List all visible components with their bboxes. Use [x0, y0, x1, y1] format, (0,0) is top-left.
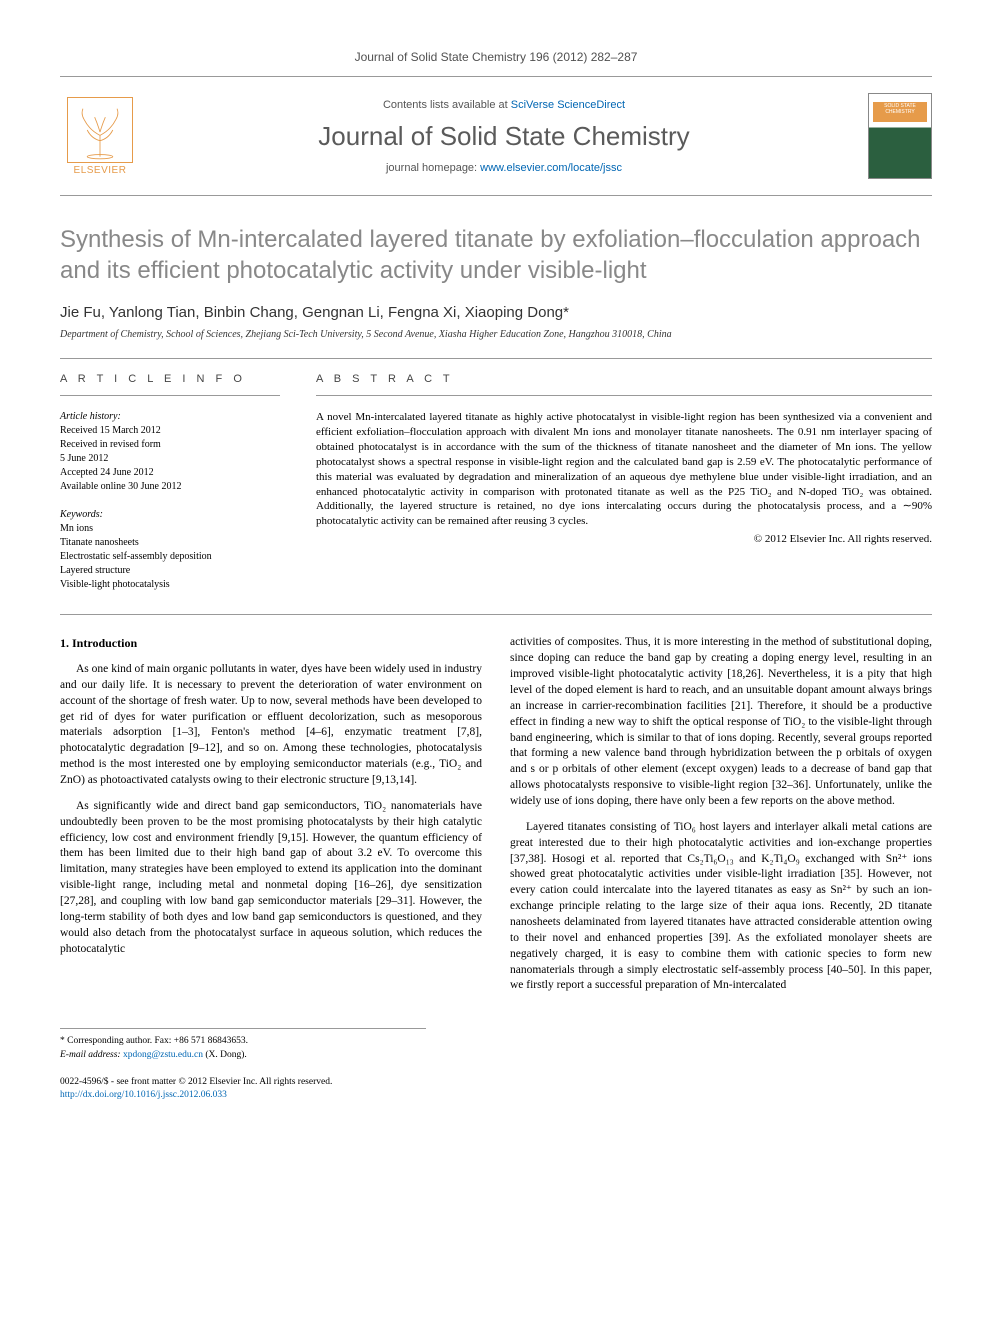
masthead: ELSEVIER Contents lists available at Sci… [60, 76, 932, 196]
journal-cover-thumbnail: SOLID STATE CHEMISTRY [868, 93, 932, 179]
homepage-line: journal homepage: www.elsevier.com/locat… [158, 162, 850, 174]
journal-reference: Journal of Solid State Chemistry 196 (20… [60, 50, 932, 64]
body-paragraph: activities of composites. Thus, it is mo… [510, 635, 932, 809]
email-suffix: (X. Dong). [203, 1050, 247, 1060]
divider [60, 614, 932, 615]
abstract-text: A novel Mn-intercalated layered titanate… [316, 410, 932, 529]
received-date: Received 15 March 2012 [60, 424, 280, 438]
keyword: Titanate nanosheets [60, 536, 280, 550]
contents-prefix: Contents lists available at [383, 99, 511, 111]
revised-label: Received in revised form [60, 438, 280, 452]
body-paragraph: As significantly wide and direct band ga… [60, 799, 482, 958]
accepted-date: Accepted 24 June 2012 [60, 466, 280, 480]
contents-line: Contents lists available at SciVerse Sci… [158, 99, 850, 111]
divider [60, 358, 932, 359]
section-heading: 1. Introduction [60, 635, 482, 652]
online-date: Available online 30 June 2012 [60, 480, 280, 494]
homepage-link[interactable]: www.elsevier.com/locate/jssc [480, 162, 622, 174]
keyword: Mn ions [60, 522, 280, 536]
article-info-column: A R T I C L E I N F O Article history: R… [60, 373, 280, 592]
abstract-column: A B S T R A C T A novel Mn-intercalated … [316, 373, 932, 592]
email-link[interactable]: xpdong@zstu.edu.cn [123, 1050, 203, 1060]
journal-title: Journal of Solid State Chemistry [158, 121, 850, 152]
affiliation: Department of Chemistry, School of Scien… [60, 329, 932, 340]
body-paragraph: As one kind of main organic pollutants i… [60, 662, 482, 789]
keyword: Layered structure [60, 564, 280, 578]
history-label: Article history: [60, 410, 280, 424]
keyword: Visible-light photocatalysis [60, 578, 280, 592]
doi-prefix-link[interactable]: http://dx.doi.org/ [60, 1090, 124, 1100]
elsevier-logo: ELSEVIER [60, 91, 140, 181]
body-paragraph: Layered titanates consisting of TiO₆ hos… [510, 820, 932, 994]
keyword: Electrostatic self-assembly deposition [60, 550, 280, 564]
abstract-heading: A B S T R A C T [316, 373, 932, 385]
revised-date: 5 June 2012 [60, 452, 280, 466]
authors: Jie Fu, Yanlong Tian, Binbin Chang, Geng… [60, 304, 932, 321]
article-title: Synthesis of Mn-intercalated layered tit… [60, 224, 932, 286]
doi-link[interactable]: 10.1016/j.jssc.2012.06.033 [124, 1090, 227, 1100]
article-info-heading: A R T I C L E I N F O [60, 373, 280, 385]
corr-author: * Corresponding author. Fax: +86 571 868… [60, 1035, 426, 1048]
corresponding-author-footer: * Corresponding author. Fax: +86 571 868… [60, 1028, 426, 1062]
issn-line: 0022-4596/$ - see front matter © 2012 El… [60, 1076, 932, 1089]
cover-text: SOLID STATE CHEMISTRY [875, 104, 925, 115]
scidirect-link[interactable]: SciVerse ScienceDirect [511, 99, 625, 111]
body-text: 1. Introduction As one kind of main orga… [60, 635, 932, 994]
abstract-copyright: © 2012 Elsevier Inc. All rights reserved… [316, 533, 932, 545]
elsevier-tree-icon [67, 97, 133, 163]
elsevier-label: ELSEVIER [74, 165, 127, 176]
email-label: E-mail address: [60, 1050, 123, 1060]
issn-doi-footer: 0022-4596/$ - see front matter © 2012 El… [60, 1076, 932, 1103]
homepage-prefix: journal homepage: [386, 162, 480, 174]
keywords-label: Keywords: [60, 508, 280, 522]
